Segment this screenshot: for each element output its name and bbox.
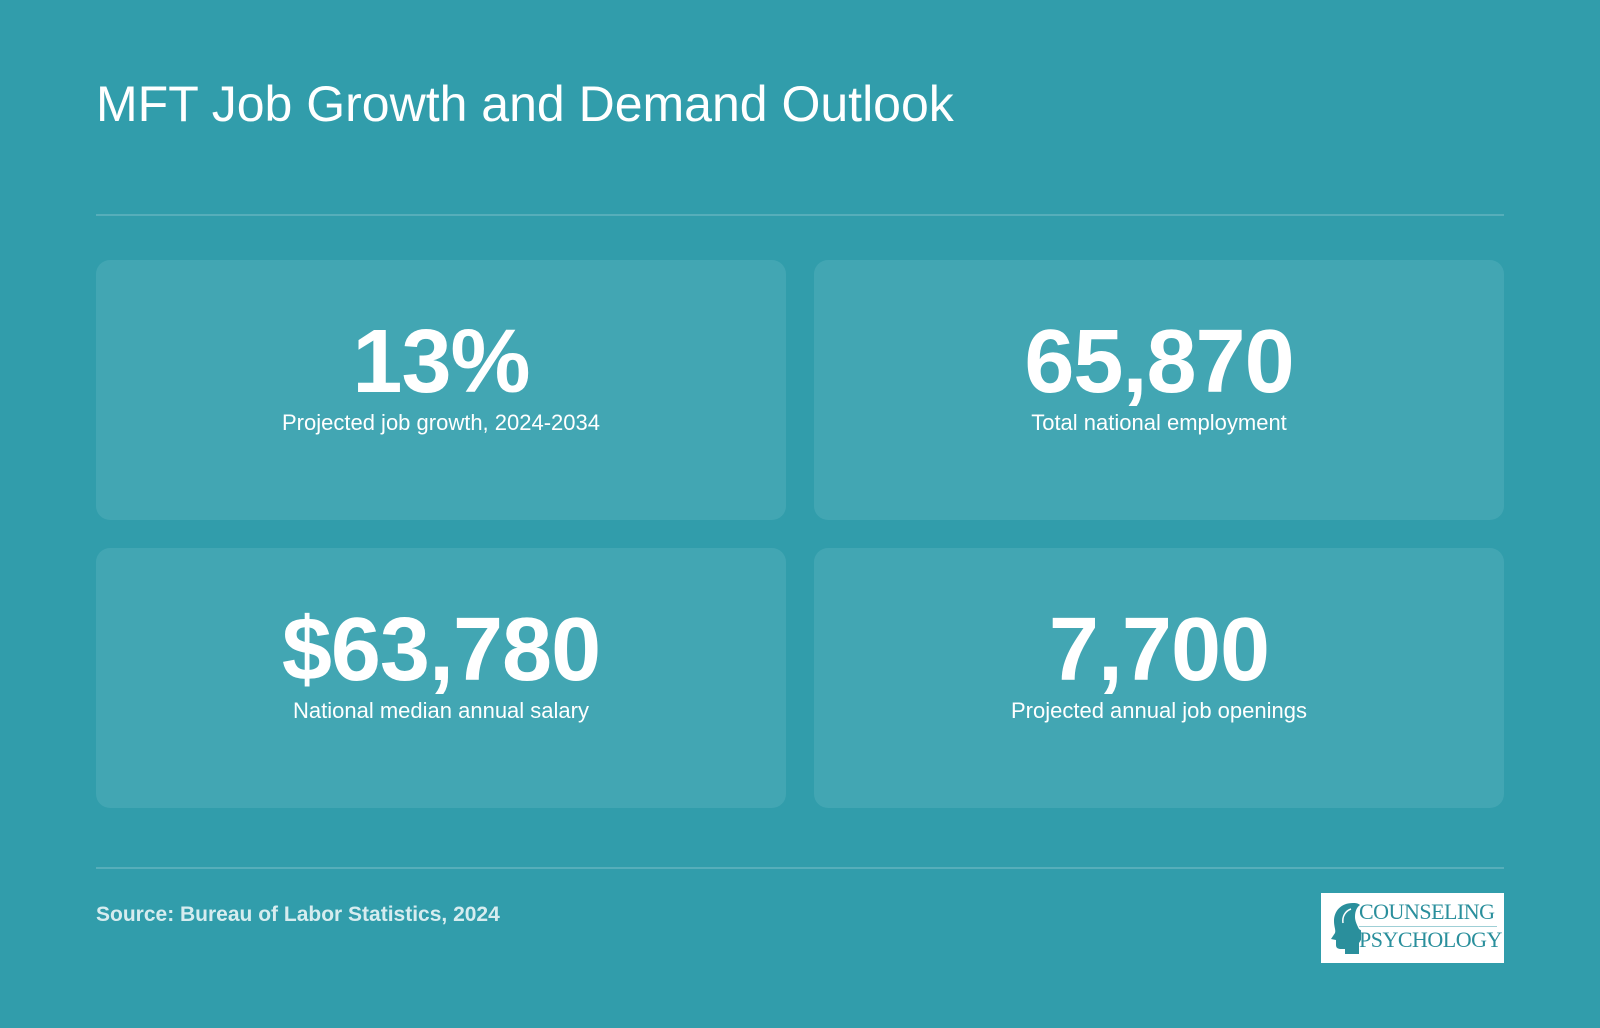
bottom-divider — [96, 867, 1504, 869]
infographic: MFT Job Growth and Demand Outlook 13% Pr… — [96, 0, 1504, 1028]
stats-grid: 13% Projected job growth, 2024-2034 65,8… — [96, 260, 1504, 808]
stat-card-employment: 65,870 Total national employment — [814, 260, 1504, 520]
source-citation: Source: Bureau of Labor Statistics, 2024 — [96, 903, 500, 926]
stat-label: Projected annual job openings — [1010, 698, 1307, 723]
logo-rule — [1359, 926, 1497, 927]
logo-text-line2: PSYCHOLOGY — [1359, 927, 1502, 952]
stat-label: Total national employment — [1031, 410, 1287, 435]
head-profile-icon — [1331, 903, 1361, 954]
page-title: MFT Job Growth and Demand Outlook — [96, 76, 954, 132]
stat-value: 7,700 — [1048, 600, 1270, 700]
stat-value: 65,870 — [1024, 312, 1294, 412]
counseling-psychology-logo: COUNSELING PSYCHOLOGY — [1321, 893, 1504, 963]
logo-text-line1: COUNSELING — [1359, 899, 1495, 924]
stat-value: $63,780 — [281, 600, 601, 700]
top-divider — [96, 214, 1504, 216]
stat-label: National median annual salary — [293, 698, 589, 723]
stat-value: 13% — [352, 312, 530, 412]
stat-card-job-openings: 7,700 Projected annual job openings — [814, 548, 1504, 808]
stat-card-salary: $63,780 National median annual salary — [96, 548, 786, 808]
stat-card-job-growth: 13% Projected job growth, 2024-2034 — [96, 260, 786, 520]
stat-label: Projected job growth, 2024-2034 — [282, 410, 600, 435]
